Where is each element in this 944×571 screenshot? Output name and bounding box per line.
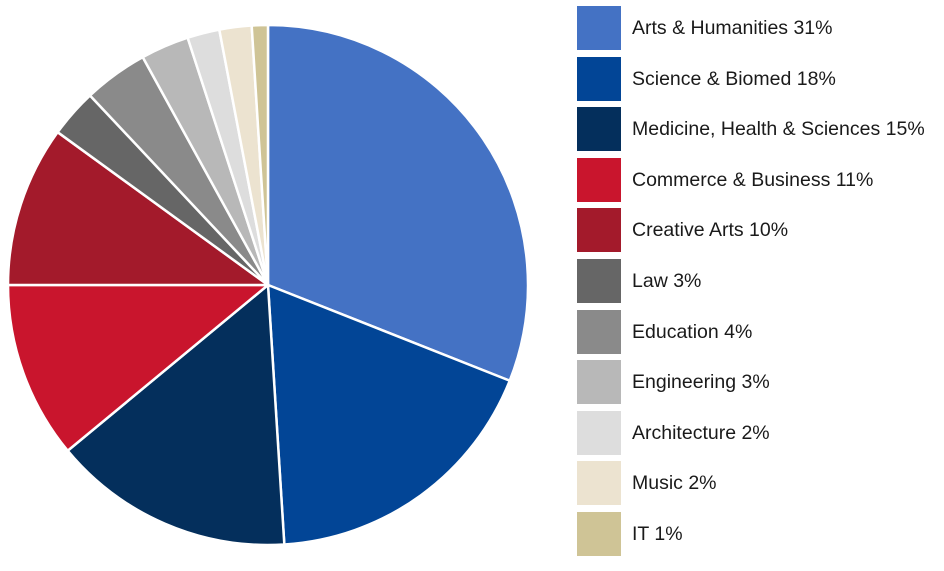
legend-swatch: [577, 512, 621, 556]
legend-label: Education 4%: [632, 320, 753, 343]
legend-item-engineering: Engineering 3%: [577, 360, 944, 406]
legend-item-arts-humanities: Arts & Humanities 31%: [577, 6, 944, 52]
legend-item-architecture: Architecture 2%: [577, 410, 944, 457]
legend-item-medicine-health-sciences: Medicine, Health & Sciences 15%: [577, 107, 944, 153]
legend-swatch: [577, 259, 621, 303]
pie-slice-creative-arts: [6, 130, 270, 287]
legend-item-creative-arts: Creative Arts 10%: [577, 208, 944, 254]
pie-slice-commerce-business: [6, 283, 270, 452]
legend-label: Music 2%: [632, 472, 717, 495]
legend-swatch: [577, 107, 621, 152]
legend-swatch: [577, 360, 621, 405]
legend-item-music: Music 2%: [577, 461, 944, 507]
pie-slice-it: [250, 23, 270, 287]
legend-label: Arts & Humanities 31%: [632, 17, 833, 39]
legend-item-commerce-business: Commerce & Business 11%: [577, 157, 944, 204]
legend-item-law: Law 3%: [577, 259, 944, 305]
pie-slice-science-biomed: [266, 283, 511, 546]
legend-swatch: [577, 309, 621, 354]
legend-item-education: Education 4%: [577, 309, 944, 356]
legend-label: Law 3%: [632, 270, 702, 292]
legend-label: Commerce & Business 11%: [632, 168, 874, 191]
legend-label: Science & Biomed 18%: [632, 67, 836, 90]
legend-swatch: [577, 6, 621, 50]
legend-label: Architecture 2%: [632, 421, 770, 444]
legend-label: Creative Arts 10%: [632, 219, 789, 242]
legend-swatch: [577, 461, 621, 506]
pie-slice-arts-humanities: [266, 23, 530, 382]
pie-chart: [6, 23, 530, 547]
legend-label: IT 1%: [632, 523, 683, 545]
legend-item-science-biomed: Science & Biomed 18%: [577, 56, 944, 103]
legend-item-it: IT 1%: [577, 512, 944, 558]
legend-swatch: [577, 410, 621, 455]
legend-swatch: [577, 208, 621, 253]
legend-label: Medicine, Health & Sciences 15%: [632, 118, 925, 141]
legend-label: Engineering 3%: [632, 371, 770, 394]
legend-swatch: [577, 157, 621, 202]
pie-slice-medicine-health-sciences: [66, 283, 286, 547]
legend-swatch: [577, 56, 621, 101]
